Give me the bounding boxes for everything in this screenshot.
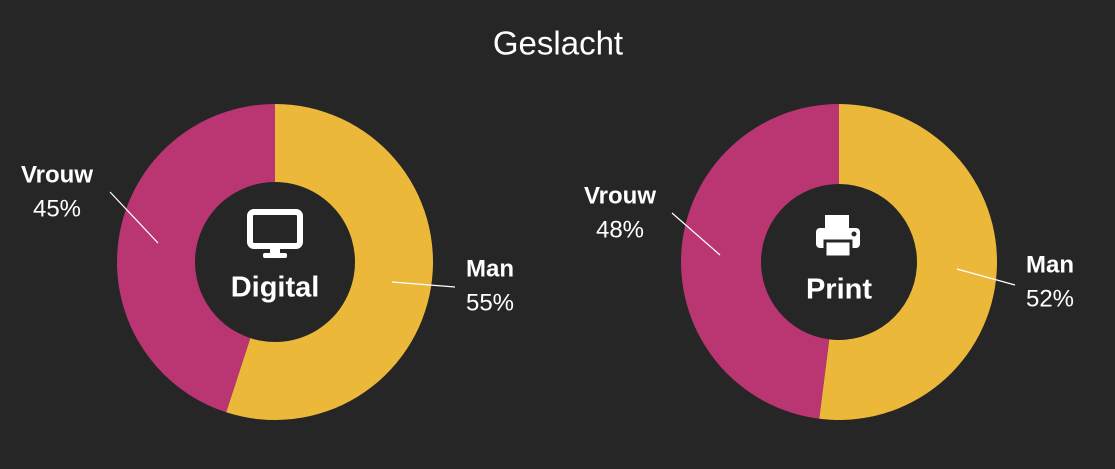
donut-center: Print	[806, 274, 872, 306]
leader-line	[109, 191, 159, 244]
monitor-icon	[247, 209, 303, 258]
segment-label: Man	[466, 255, 514, 282]
donut-chart: Man 55%	[226, 104, 514, 420]
donut-chart: Vrouw 48%	[584, 104, 839, 419]
leader-line	[956, 268, 1016, 286]
donut-chart: Man 52%	[819, 104, 1074, 420]
printer-icon	[816, 215, 860, 259]
segment-label: Vrouw	[584, 182, 656, 209]
leader-line	[671, 212, 721, 256]
value-label: 52%	[1026, 285, 1074, 312]
center-label: Digital	[231, 272, 320, 304]
donut-segment	[117, 104, 276, 413]
page-title: Geslacht	[493, 25, 623, 62]
value-label: 55%	[466, 289, 514, 316]
segment-label: Man	[1026, 251, 1074, 278]
leader-line	[391, 281, 456, 288]
donut-center: Digital	[231, 272, 320, 304]
donut-segment	[819, 104, 997, 420]
segment-label: Vrouw	[21, 161, 93, 188]
donut-segment	[680, 104, 839, 419]
center-label: Print	[806, 274, 872, 306]
value-label: 45%	[33, 195, 81, 222]
donut-chart: Vrouw 45%	[21, 104, 276, 413]
value-label: 48%	[596, 216, 644, 243]
donut-segment	[226, 104, 434, 420]
